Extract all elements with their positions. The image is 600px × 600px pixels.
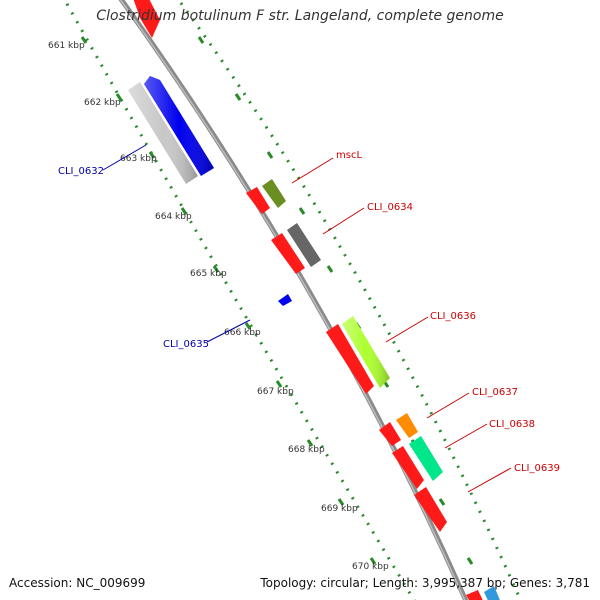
inner-tick-track — [63, 0, 416, 600]
tick-label-670: 670 kbp — [352, 562, 389, 572]
gene-red-0636[interactable] — [326, 324, 374, 394]
gene-features — [128, 0, 502, 600]
gene-red-bottom[interactable] — [466, 590, 485, 600]
tick-label-662: 662 kbp — [84, 98, 121, 108]
gene-cli0634[interactable] — [287, 223, 321, 267]
genome-backbone-highlight — [119, 0, 466, 600]
gene-red-0637[interactable] — [379, 422, 401, 446]
gene-cli0636-shade — [342, 316, 390, 388]
gene-blue-bottom[interactable] — [484, 586, 502, 600]
label-mscl: mscL — [336, 150, 362, 161]
tick-label-668: 668 kbp — [288, 445, 325, 455]
label-cli0638: CLI_0638 — [489, 419, 535, 430]
genome-backbone — [118, 0, 469, 600]
tick-label-667: 667 kbp — [257, 387, 294, 397]
gene-cli0639[interactable] — [414, 487, 447, 532]
gene-cli0635[interactable] — [278, 294, 292, 306]
label-cli0634: CLI_0634 — [367, 202, 413, 213]
leader-lines — [102, 144, 512, 493]
gene-mscl[interactable] — [262, 179, 286, 208]
accession-text: Accession: NC_009699 — [9, 576, 146, 590]
topology-text: Topology: circular; Length: 3,995,387 bp… — [260, 576, 590, 590]
tick-label-669: 669 kbp — [321, 504, 358, 514]
label-cli0635: CLI_0635 — [163, 339, 209, 350]
gene-cli0637[interactable] — [396, 413, 418, 438]
gene-cli0632-blue-shade — [144, 76, 214, 176]
label-cli0632: CLI_0632 — [58, 166, 104, 177]
tick-label-663: 663 kbp — [120, 154, 157, 164]
gene-red-mscl[interactable] — [246, 187, 270, 214]
tick-label-666: 666 kbp — [224, 328, 261, 338]
tick-label-664: 664 kbp — [155, 212, 192, 222]
gene-cli0632-grey-shade — [128, 82, 198, 184]
outer-tick-track — [176, 0, 523, 600]
label-cli0636: CLI_0636 — [430, 311, 476, 322]
map-title: Clostridium botulinum F str. Langeland, … — [96, 8, 504, 24]
tick-label-665: 665 kbp — [190, 269, 227, 279]
gene-cli0638[interactable] — [409, 436, 443, 481]
label-cli0637: CLI_0637 — [472, 387, 518, 398]
gene-red-top[interactable] — [132, 0, 160, 38]
tick-label-661: 661 kbp — [48, 41, 85, 51]
label-cli0639: CLI_0639 — [514, 463, 560, 474]
gene-red-0634[interactable] — [271, 233, 305, 274]
gene-red-0638[interactable] — [392, 446, 424, 489]
